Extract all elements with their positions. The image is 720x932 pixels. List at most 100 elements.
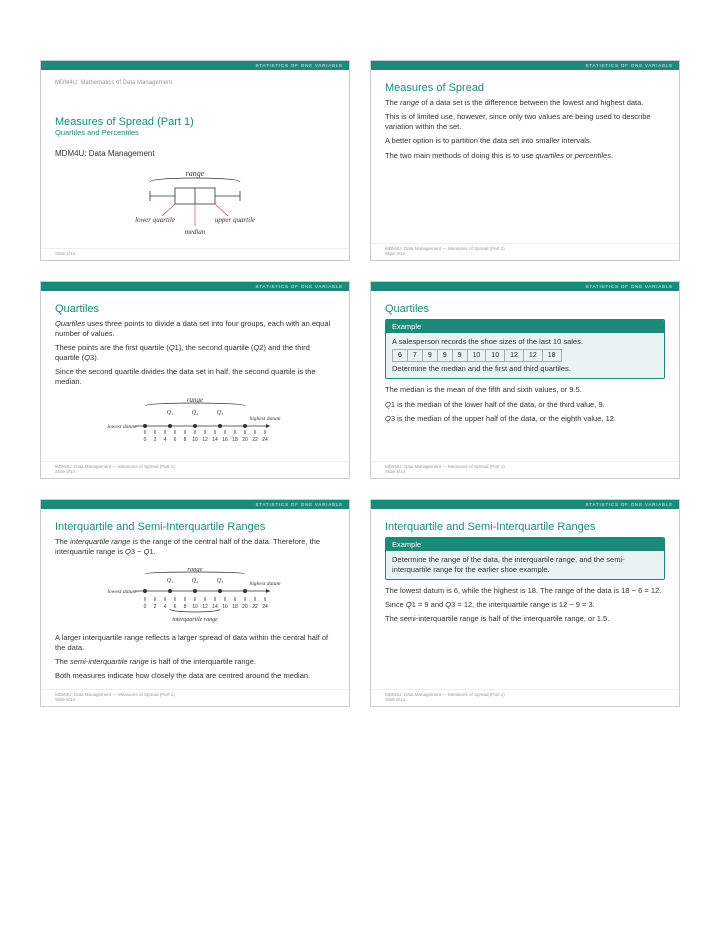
data-cell: 12 — [524, 350, 543, 361]
data-cell: 9 — [453, 350, 468, 361]
svg-text:8: 8 — [184, 604, 187, 610]
svg-text:lowest datum: lowest datum — [107, 589, 136, 595]
svg-text:highest datum: highest datum — [249, 581, 280, 587]
iqr-diagram: range Q₁ Q₂ Q₃ lowest datum highest datu… — [55, 563, 335, 627]
para: Since the second quartile divides the da… — [55, 367, 335, 387]
topbar: STATISTICS OF ONE VARIABLE — [41, 61, 349, 70]
data-cell: 9 — [438, 350, 453, 361]
boxplot-diagram: range lower quartile upper quartile medi… — [55, 166, 335, 238]
slide-footer: MDM4U: Data Management — Measures of Spr… — [371, 461, 679, 478]
svg-text:18: 18 — [232, 604, 238, 610]
slide-2: STATISTICS OF ONE VARIABLE Measures of S… — [370, 60, 680, 261]
example-body: A salesperson records the shoe sizes of … — [386, 333, 664, 379]
topbar: STATISTICS OF ONE VARIABLE — [371, 282, 679, 291]
course-label: MDM4U: Mathematics of Data Management — [55, 80, 335, 86]
slide-footer: MDM4U: Data Management — Measures of Spr… — [371, 243, 679, 260]
slide-title: Interquartile and Semi-Interquartile Ran… — [55, 521, 335, 533]
svg-text:12: 12 — [202, 437, 208, 443]
topbar: STATISTICS OF ONE VARIABLE — [41, 282, 349, 291]
svg-text:20: 20 — [242, 437, 248, 443]
slide-subtitle: Quartiles and Percentiles — [55, 128, 335, 137]
para: A better option is to partition the data… — [385, 136, 665, 146]
para: The semi-interquartile range is half of … — [55, 657, 335, 667]
topbar: STATISTICS OF ONE VARIABLE — [371, 500, 679, 509]
range-label: range — [186, 169, 205, 178]
svg-text:12: 12 — [202, 604, 208, 610]
svg-text:Q₁: Q₁ — [167, 578, 173, 584]
para: Since Q1 = 9 and Q3 = 12, the interquart… — [385, 600, 665, 610]
slide-title: Interquartile and Semi-Interquartile Ran… — [385, 521, 665, 533]
svg-text:16: 16 — [222, 604, 228, 610]
lq-label: lower quartile — [135, 216, 175, 224]
slide-1: STATISTICS OF ONE VARIABLE MDM4U: Mathem… — [40, 60, 350, 261]
topbar: STATISTICS OF ONE VARIABLE — [371, 61, 679, 70]
data-cell: 9 — [423, 350, 438, 361]
example-head: Example — [386, 538, 664, 551]
para: The lowest datum is 6, while the highest… — [385, 586, 665, 596]
example-box: Example Determine the range of the data,… — [385, 537, 665, 580]
slide-title: Measures of Spread — [385, 82, 665, 94]
topbar: STATISTICS OF ONE VARIABLE — [41, 500, 349, 509]
svg-text:14: 14 — [212, 437, 218, 443]
data-cell: 10 — [468, 350, 487, 361]
svg-text:0: 0 — [144, 437, 147, 443]
numberline-diagram: range Q₁ Q₂ Q₃ lowest datum highest datu… — [55, 394, 335, 451]
svg-text:highest datum: highest datum — [249, 416, 280, 422]
para: A larger interquartile range reflects a … — [55, 633, 335, 653]
data-row: 679991010121218 — [392, 349, 562, 362]
para: Quartiles uses three points to divide a … — [55, 319, 335, 339]
para: The interquartile range is the range of … — [55, 537, 335, 557]
example-body: Determine the range of the data, the int… — [386, 551, 664, 579]
para: Q1 is the median of the lower half of th… — [385, 400, 665, 410]
data-cell: 12 — [505, 350, 524, 361]
svg-text:6: 6 — [174, 604, 177, 610]
svg-text:0: 0 — [144, 604, 147, 610]
slide-grid: STATISTICS OF ONE VARIABLE MDM4U: Mathem… — [40, 60, 680, 707]
svg-text:2: 2 — [154, 437, 157, 443]
data-cell: 18 — [543, 350, 561, 361]
para: Both measures indicate how closely the d… — [55, 671, 335, 681]
svg-text:interquartile range: interquartile range — [172, 617, 218, 623]
svg-text:Q₂: Q₂ — [192, 410, 198, 416]
example-line: Determine the median and the first and t… — [392, 364, 658, 374]
svg-text:18: 18 — [232, 437, 238, 443]
example-box: Example A salesperson records the shoe s… — [385, 319, 665, 380]
example-head: Example — [386, 320, 664, 333]
slide-5: STATISTICS OF ONE VARIABLE Interquartile… — [40, 499, 350, 708]
para: This is of limited use, however, since o… — [385, 112, 665, 132]
svg-text:24: 24 — [262, 604, 268, 610]
svg-text:4: 4 — [164, 604, 167, 610]
uq-label: upper quartile — [215, 216, 255, 224]
author-line: MDM4U: Data Management — [55, 149, 335, 160]
svg-text:10: 10 — [192, 437, 198, 443]
svg-text:Q₁: Q₁ — [167, 410, 173, 416]
slide-footer: Slide 1/14 — [41, 248, 349, 260]
svg-text:16: 16 — [222, 437, 228, 443]
svg-text:6: 6 — [174, 437, 177, 443]
svg-text:lowest datum: lowest datum — [107, 424, 136, 430]
para: Q3 is the median of the upper half of th… — [385, 414, 665, 424]
para: The two main methods of doing this is to… — [385, 151, 665, 161]
para: These points are the first quartile (Q1)… — [55, 343, 335, 363]
slide-title: Quartiles — [55, 303, 335, 315]
svg-text:4: 4 — [164, 437, 167, 443]
svg-text:Q₃: Q₃ — [217, 578, 223, 584]
slide-footer: MDM4U: Data Management — Measures of Spr… — [41, 461, 349, 478]
data-cell: 10 — [486, 350, 505, 361]
svg-text:Q₃: Q₃ — [217, 410, 223, 416]
slide-title: Quartiles — [385, 303, 665, 315]
slide-6: STATISTICS OF ONE VARIABLE Interquartile… — [370, 499, 680, 708]
para: The range of a data set is the differenc… — [385, 98, 665, 108]
slide-footer: MDM4U: Data Management — Measures of Spr… — [371, 689, 679, 706]
slide-4: STATISTICS OF ONE VARIABLE Quartiles Exa… — [370, 281, 680, 479]
para: The median is the mean of the fifth and … — [385, 385, 665, 395]
svg-text:10: 10 — [192, 604, 198, 610]
svg-text:8: 8 — [184, 437, 187, 443]
svg-text:2: 2 — [154, 604, 157, 610]
svg-text:22: 22 — [252, 604, 258, 610]
slide-footer: MDM4U: Data Management — Measures of Spr… — [41, 689, 349, 706]
data-cell: 6 — [393, 350, 408, 361]
svg-text:24: 24 — [262, 437, 268, 443]
svg-text:22: 22 — [252, 437, 258, 443]
svg-text:Q₂: Q₂ — [192, 578, 198, 584]
